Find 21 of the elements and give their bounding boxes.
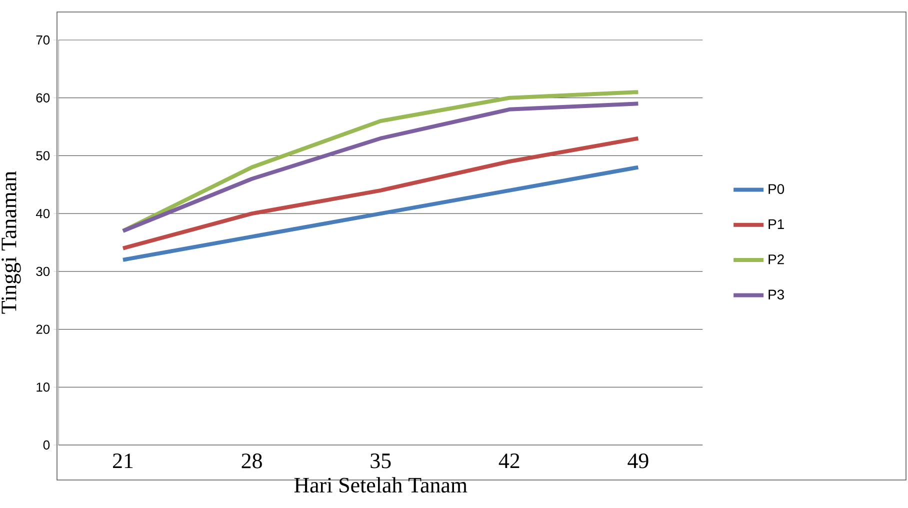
x-tick-label: 42 [498, 454, 520, 468]
legend-label: P2 [768, 254, 784, 264]
y-tick-label: 20 [36, 324, 50, 334]
y-tick-label: 70 [36, 35, 50, 45]
y-tick-label: 30 [36, 266, 50, 276]
line-series [121, 165, 640, 262]
x-tick-label: 28 [242, 454, 262, 468]
x-tick-label: 21 [113, 454, 133, 468]
legend-label: P3 [768, 290, 784, 300]
y-tick-label: 50 [36, 151, 50, 160]
y-tick-label: 0 [43, 440, 50, 450]
line-series [121, 136, 640, 250]
y-axis-title: Tinggi Tanaman [2, 171, 21, 314]
y-tick-label: 60 [36, 93, 50, 102]
y-tick-label: 10 [36, 382, 50, 392]
x-tick-label: 35 [370, 454, 391, 468]
legend-label: P1 [768, 219, 784, 229]
legend-label: P0 [768, 184, 784, 194]
y-tick-label: 40 [36, 208, 50, 218]
x-tick-label: 49 [628, 454, 648, 468]
x-axis-title: Hari Setelah Tanam [294, 477, 468, 493]
